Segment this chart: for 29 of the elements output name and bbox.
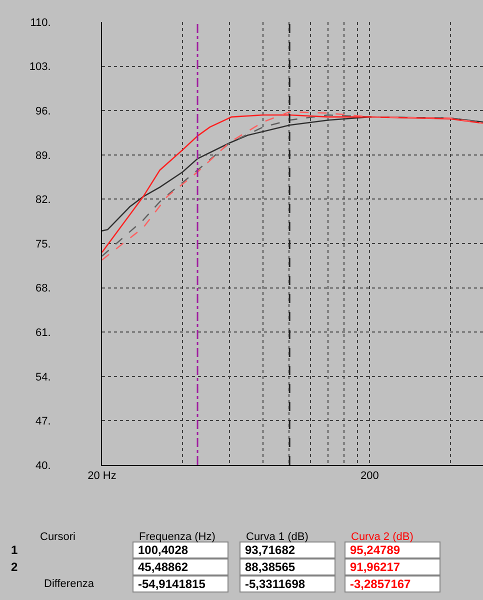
y-tick-label: 47.	[36, 416, 51, 428]
text: 93,71682	[245, 543, 296, 557]
text: Curva 2 (dB)	[351, 531, 414, 543]
text: Frequenza (Hz)	[139, 531, 216, 543]
y-tick-label: 40.	[36, 460, 51, 472]
y-tick-label: 54.	[36, 371, 51, 384]
text: -5,3311698	[245, 577, 306, 591]
text: 88,38565	[245, 560, 296, 574]
y-tick-label: 96.	[36, 105, 51, 118]
y-tick-label: 89.	[36, 150, 51, 162]
text: Curva 1 (dB)	[246, 531, 308, 543]
text: 2	[11, 560, 18, 574]
text: 91,96217	[350, 560, 400, 574]
y-tick-label: 61.	[36, 326, 51, 339]
text: -54,9141815	[138, 577, 206, 591]
text: Cursori	[40, 531, 76, 543]
y-tick-label: 110.	[30, 16, 51, 29]
text: 100,4028	[138, 543, 188, 557]
text: 45,48862	[138, 560, 188, 574]
x-tick-label: 20 Hz	[88, 470, 116, 482]
y-tick-label: 82.	[36, 194, 51, 206]
text: 1	[11, 543, 18, 557]
text: 95,24789	[350, 543, 400, 557]
text: Differenza	[44, 578, 95, 590]
y-tick-label: 68.	[36, 282, 51, 295]
text: -3,2857167	[350, 577, 412, 591]
y-tick-label: 103.	[29, 61, 51, 74]
x-tick-label: 200	[360, 470, 379, 482]
y-tick-label: 75.	[36, 238, 51, 250]
